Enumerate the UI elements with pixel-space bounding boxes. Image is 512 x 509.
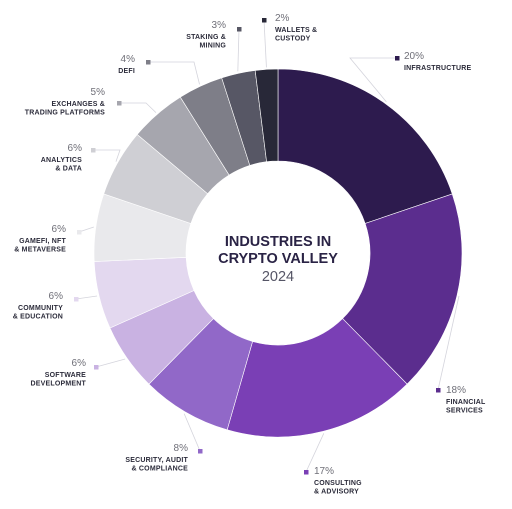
slice-percent-label: 6% bbox=[49, 291, 64, 302]
callout-leader-line bbox=[148, 61, 200, 85]
callout-7: 6% GAMEFI, NFT & METAVERSE bbox=[14, 224, 94, 254]
slice-percent-label: 5% bbox=[91, 87, 106, 98]
slice-2 bbox=[342, 193, 463, 385]
callout-leader-line bbox=[263, 19, 267, 68]
slice-category-label: SOFTWARE bbox=[45, 372, 86, 379]
callout-marker bbox=[77, 230, 82, 235]
callout-leader-line bbox=[237, 28, 240, 72]
slice-category-label: CONSULTING bbox=[314, 480, 362, 487]
callout-4: 8% SECURITY, AUDIT & COMPLIANCE bbox=[125, 413, 203, 473]
slice-category-label: SERVICES bbox=[446, 408, 483, 415]
slice-category-label: EXCHANGES & bbox=[51, 101, 105, 108]
slice-percent-label: 17% bbox=[314, 466, 334, 477]
slice-12 bbox=[254, 68, 279, 163]
slice-category-label: FINANCIAL bbox=[446, 399, 486, 406]
callout-3: 17% CONSULTING & ADVISORY bbox=[304, 433, 362, 496]
slice-category-label: COMMUNITY bbox=[18, 305, 63, 312]
callout-12: 2% WALLETS & CUSTODY bbox=[262, 13, 317, 68]
callout-11: 3% STAKING & MINING bbox=[186, 20, 242, 72]
slice-percent-label: 6% bbox=[52, 224, 67, 235]
slice-percent-label: 18% bbox=[446, 385, 466, 396]
slice-category-label: TRADING PLATFORMS bbox=[25, 110, 105, 117]
callout-2: 18% FINANCIAL SERVICES bbox=[436, 295, 486, 415]
callout-8: 6% ANALYTICS & DATA bbox=[41, 143, 121, 173]
callout-leader-line bbox=[305, 433, 325, 473]
callout-leader-line bbox=[75, 295, 98, 300]
callout-leader-line bbox=[95, 358, 126, 368]
callout-leader-line bbox=[183, 413, 201, 452]
slice-category-label: & ADVISORY bbox=[314, 489, 359, 496]
chart-subtitle: 2024 bbox=[262, 269, 294, 285]
slice-percent-label: 20% bbox=[404, 51, 424, 62]
callout-marker bbox=[262, 18, 267, 23]
callout-marker bbox=[237, 27, 242, 32]
chart-center-label: INDUSTRIES IN CRYPTO VALLEY 2024 bbox=[218, 234, 338, 285]
callout-marker bbox=[304, 470, 309, 475]
slice-1 bbox=[277, 68, 453, 224]
slice-3 bbox=[226, 318, 408, 438]
slice-category-label: INFRASTRUCTURE bbox=[404, 65, 471, 72]
chart-title-line-2: CRYPTO VALLEY bbox=[218, 251, 338, 267]
slice-percent-label: 2% bbox=[275, 13, 290, 24]
slice-category-label: CUSTODY bbox=[275, 36, 311, 43]
slice-category-label: WALLETS & bbox=[275, 27, 317, 34]
slice-category-label: MINING bbox=[200, 43, 227, 50]
slice-category-label: STAKING & bbox=[186, 34, 226, 41]
slice-category-label: & EDUCATION bbox=[13, 314, 63, 321]
slice-category-label: & COMPLIANCE bbox=[132, 466, 189, 473]
chart-title-line-1: INDUSTRIES IN bbox=[225, 234, 331, 250]
callout-leader-line bbox=[119, 102, 157, 113]
slice-category-label: & DATA bbox=[55, 166, 82, 173]
slice-category-label: ANALYTICS bbox=[41, 157, 82, 164]
callout-6: 6% COMMUNITY & EDUCATION bbox=[13, 291, 98, 321]
chart-callouts: 20% INFRASTRUCTURE 18% FINANCIAL SERVICES 17%… bbox=[13, 13, 486, 496]
slice-category-label: GAMEFI, NFT bbox=[19, 238, 66, 245]
callout-marker bbox=[146, 60, 151, 65]
callout-leader-line bbox=[93, 149, 121, 162]
slice-percent-label: 6% bbox=[72, 358, 87, 369]
callout-leader-line bbox=[349, 57, 397, 103]
slice-percent-label: 3% bbox=[212, 20, 227, 31]
callout-marker bbox=[198, 449, 203, 454]
callout-marker bbox=[395, 56, 400, 61]
slice-category-label: SECURITY, AUDIT bbox=[125, 457, 188, 464]
callout-9: 5% EXCHANGES & TRADING PLATFORMS bbox=[25, 87, 157, 117]
slice-category-label: DEVELOPMENT bbox=[31, 381, 87, 388]
callout-marker bbox=[74, 297, 79, 302]
callout-5: 6% SOFTWARE DEVELOPMENT bbox=[31, 358, 126, 388]
callout-10: 4% DEFI bbox=[118, 54, 200, 85]
slice-percent-label: 6% bbox=[68, 143, 83, 154]
callout-1: 20% INFRASTRUCTURE bbox=[349, 51, 471, 103]
slice-category-label: & METAVERSE bbox=[14, 247, 66, 254]
slice-category-label: DEFI bbox=[118, 68, 135, 75]
callout-marker bbox=[436, 388, 441, 393]
callout-leader-line bbox=[437, 295, 460, 391]
callout-marker bbox=[117, 101, 122, 106]
slice-percent-label: 4% bbox=[121, 54, 136, 65]
slice-percent-label: 8% bbox=[174, 443, 189, 454]
callout-marker bbox=[91, 148, 96, 153]
chart-slices bbox=[93, 68, 463, 438]
callout-marker bbox=[94, 365, 99, 370]
